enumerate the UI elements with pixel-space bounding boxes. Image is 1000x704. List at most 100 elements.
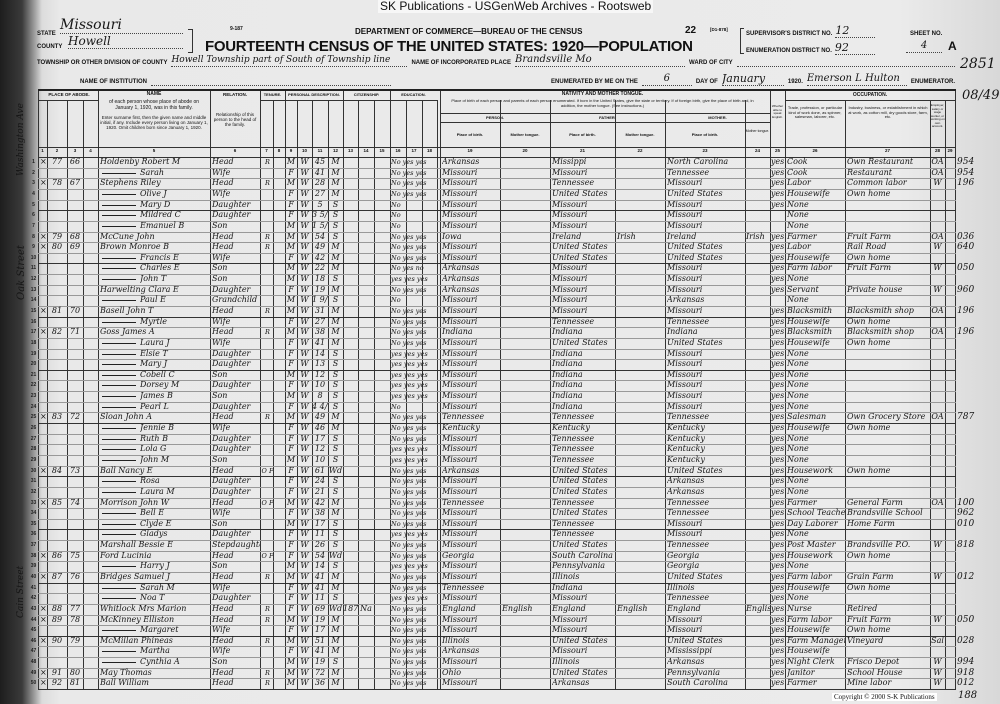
education: No yes yes	[391, 573, 427, 581]
age: 46	[314, 423, 326, 432]
copyright: Copyright © 2000 S-K Publications	[832, 693, 937, 701]
grid-row-line	[38, 274, 956, 275]
age: 41	[314, 337, 326, 347]
person-name: Francis E	[140, 252, 179, 262]
sex: F	[288, 486, 294, 496]
father-birthplace: Indiana	[552, 391, 583, 401]
speaks-english: yes	[770, 529, 785, 539]
education: No yes yes	[391, 466, 427, 475]
margin-note-bottom: 188	[958, 690, 978, 701]
state-value: Missouri	[60, 17, 183, 34]
relation: Daughter	[212, 401, 251, 411]
citizenship-heading: CITIZENSHIP.	[353, 92, 380, 97]
relation: Head	[212, 231, 234, 241]
race: W	[300, 529, 309, 539]
column-number: 16	[395, 148, 401, 153]
age: 54	[314, 231, 326, 241]
race: W	[300, 614, 309, 624]
speaks-english: yes	[770, 274, 785, 283]
occupation: Housewife	[787, 625, 830, 635]
naturalization: Na	[360, 603, 372, 613]
speaks-english: yes	[770, 550, 785, 560]
sex: F	[288, 423, 294, 432]
person-name: Ruth B	[140, 433, 168, 443]
sex: F	[288, 316, 294, 326]
line-number: 32	[30, 488, 37, 495]
line-number: 12	[30, 276, 37, 282]
grid-column-line	[422, 100, 423, 689]
tenure: R	[265, 158, 270, 166]
marital-status: S	[332, 348, 339, 358]
page-number: 22	[685, 25, 697, 36]
table-row: 46 × 90 79 McMillan Phineas Head R M W 51 M No yes …	[0, 636, 1000, 647]
mother-birthplace: United States	[667, 252, 723, 262]
marital-status: S	[332, 561, 339, 571]
relation: Head	[212, 550, 234, 560]
ditto-dash	[102, 225, 136, 227]
grid-column-line	[83, 100, 84, 689]
column-number: 18	[426, 148, 432, 153]
education: No yes yes	[391, 424, 427, 432]
table-row: 18 Laura J Wife F W 41 M No yes yes Missouri Unit…	[0, 338, 1000, 349]
birthplace: Missouri	[442, 593, 478, 603]
line-number: 18	[30, 339, 37, 346]
occupation: None	[787, 210, 809, 220]
relation: Wife	[212, 582, 231, 592]
education: yes yes yes	[391, 392, 428, 401]
race: W	[300, 274, 309, 283]
grid-column-line	[47, 100, 48, 689]
sex: F	[288, 188, 294, 198]
occupation: None	[787, 433, 809, 443]
education: No yes yes	[391, 338, 427, 347]
relation: Head	[212, 614, 234, 624]
place-label: NAME OF INCORPORATED PLACE	[411, 60, 512, 66]
mother-birthplace: Tennessee	[667, 540, 710, 549]
dwelling-number: 83	[51, 412, 63, 422]
mother-birthplace: Tennessee	[667, 167, 710, 177]
sex: M	[286, 614, 296, 624]
father-birthplace: Indiana	[552, 327, 583, 337]
speaks-english: yes	[770, 316, 785, 326]
occupation-code: 100	[957, 497, 975, 508]
mother-birthplace: United States	[667, 465, 723, 475]
occupation: None	[787, 454, 809, 464]
education: No yes yes	[391, 158, 427, 166]
person-name: Jennie B	[140, 423, 174, 432]
class-of-worker: Sal	[931, 635, 944, 645]
father-tongue-heading: Mother tongue.	[625, 132, 655, 137]
grid-row-line	[38, 316, 956, 318]
industry: Fruit Farm	[847, 231, 892, 241]
person-name: Dorsey M	[140, 380, 180, 390]
table-row: 6 Mildred C Daughter FW3 5/12 S No Missouri Mis…	[0, 210, 1000, 221]
english-heading: Whether able to speak English.	[771, 104, 784, 119]
class-of-worker: W	[933, 263, 942, 273]
person-name: Morrison John W	[100, 497, 169, 507]
father-heading: FATHER.	[599, 115, 616, 120]
grid-row-line	[38, 657, 956, 659]
relation: Wife	[212, 508, 231, 518]
education: No	[391, 296, 401, 305]
line-number: 10	[30, 254, 37, 261]
occupation: Post Master	[787, 540, 836, 549]
race: W	[300, 231, 309, 241]
industry: Own home	[847, 582, 891, 592]
relation: Daughter	[212, 348, 251, 358]
education: No yes yes	[391, 668, 427, 677]
education: No yes yes	[391, 253, 427, 262]
class-of-worker: W	[933, 284, 942, 294]
father-birthplace: Missouri	[552, 220, 588, 230]
column-number: 28	[934, 148, 940, 153]
education: No yes yes	[391, 434, 427, 443]
ditto-dash	[102, 566, 136, 568]
grid-row-line	[38, 210, 956, 212]
birthplace: Ohio	[442, 667, 462, 677]
sex: M	[286, 157, 296, 166]
marital-status: S	[332, 231, 339, 241]
column-number: 4	[89, 148, 92, 153]
industry: Own home	[847, 550, 891, 560]
race: W	[300, 518, 309, 528]
grid-row-line	[38, 337, 956, 339]
industry: School House	[847, 667, 903, 677]
ditto-dash	[102, 279, 136, 280]
